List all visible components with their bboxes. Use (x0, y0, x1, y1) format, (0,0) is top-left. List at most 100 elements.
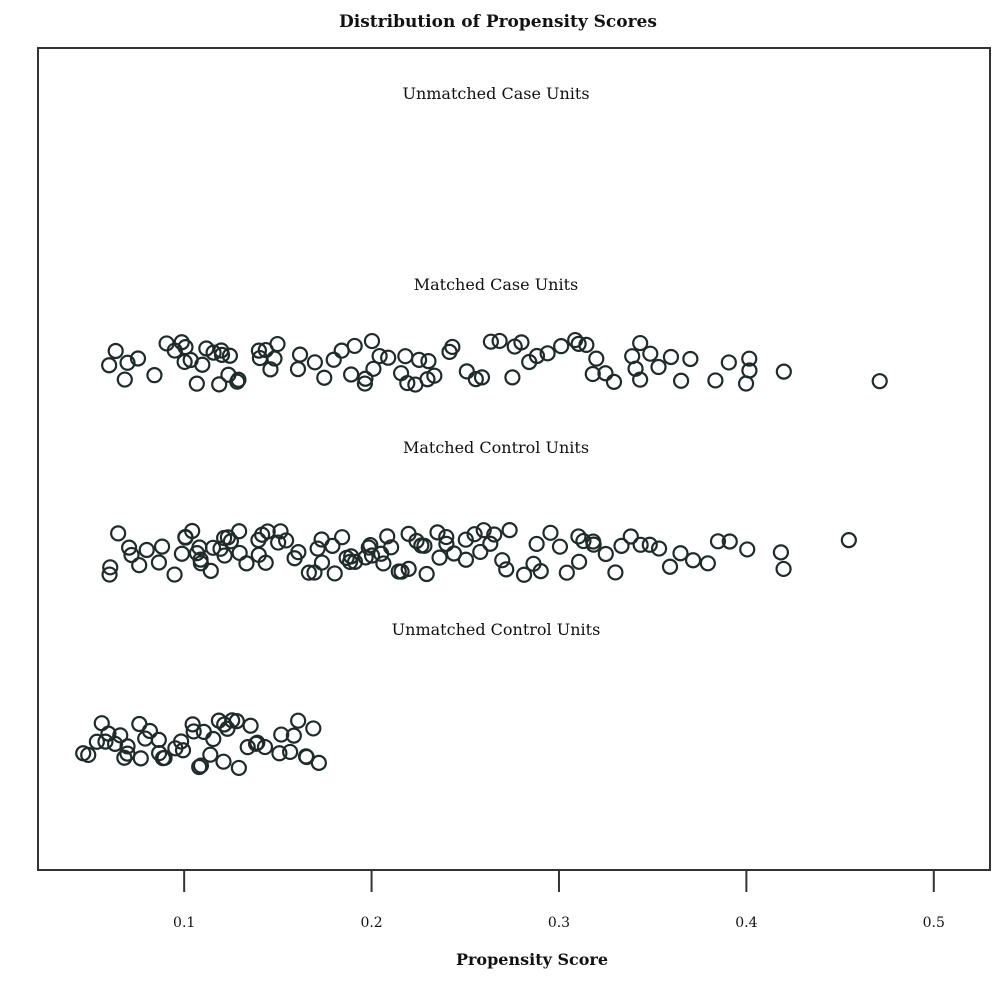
data-point (247, 735, 265, 752)
data-point (597, 365, 614, 382)
data-point (97, 733, 114, 750)
data-point (188, 375, 205, 392)
data-point (383, 539, 400, 556)
data-point (375, 555, 392, 572)
data-point (607, 564, 624, 581)
data-point (146, 367, 163, 384)
data-point (632, 536, 649, 553)
data-point (256, 738, 274, 756)
data-point (230, 759, 247, 777)
data-point (101, 566, 118, 583)
data-point (112, 727, 129, 744)
data-point (553, 338, 570, 355)
data-point (192, 757, 210, 774)
data-point (570, 528, 587, 545)
data-point (532, 563, 549, 580)
data-point (558, 564, 575, 581)
data-point (457, 531, 474, 548)
data-point (840, 532, 857, 549)
data-point (418, 565, 435, 583)
data-point (379, 528, 396, 545)
data-point (871, 373, 888, 390)
x-tick-label: 0.1 (173, 915, 195, 931)
data-point (239, 739, 256, 756)
data-point (429, 524, 446, 541)
data-point (466, 526, 483, 543)
data-point (282, 743, 299, 761)
data-point (110, 525, 127, 542)
data-point (575, 532, 592, 550)
data-point (393, 563, 410, 580)
data-point (213, 346, 231, 363)
data-point (641, 536, 658, 553)
data-point (202, 562, 219, 579)
data-point (661, 558, 679, 575)
x-axis-title: Propensity Score (456, 950, 608, 969)
data-point (102, 559, 119, 576)
data-point (150, 731, 167, 748)
data-point (482, 333, 500, 350)
data-point (416, 537, 433, 554)
group-label-unmatched-case: Unmatched Case Units (402, 84, 589, 103)
data-point (341, 553, 359, 571)
data-point (585, 533, 602, 550)
data-point (491, 332, 508, 350)
data-point (363, 332, 381, 350)
data-point (473, 369, 491, 386)
data-point (305, 720, 322, 737)
group-label-matched-control: Matched Control Units (403, 438, 589, 457)
data-point (326, 565, 343, 582)
data-point (262, 361, 279, 378)
data-point (682, 350, 699, 368)
data-point (721, 533, 738, 550)
data-point (205, 344, 222, 361)
data-point (528, 347, 546, 365)
data-point (306, 354, 323, 371)
data-point (173, 545, 191, 562)
data-point (672, 372, 690, 389)
data-point (250, 531, 267, 549)
data-point (231, 523, 248, 540)
x-axis: 0.1 0.2 0.3 0.4 0.5 (173, 870, 945, 931)
data-point (551, 538, 569, 555)
data-point (119, 354, 136, 371)
data-point (273, 726, 290, 743)
data-point (570, 553, 588, 570)
data-point (334, 529, 351, 546)
data-point (650, 358, 667, 376)
data-point (101, 357, 118, 374)
data-point (775, 560, 792, 578)
data-point (173, 334, 190, 351)
data-point (597, 545, 614, 563)
data-point (230, 371, 247, 388)
data-point (88, 733, 105, 750)
data-point (174, 742, 192, 759)
data-point (324, 537, 341, 554)
data-point (371, 347, 388, 365)
data-point (472, 543, 489, 561)
data-point (195, 723, 212, 741)
data-point (737, 375, 755, 392)
data-point (216, 547, 233, 564)
data-point (410, 351, 428, 368)
data-point (116, 371, 133, 388)
data-point (277, 532, 295, 549)
plot-frame (37, 47, 991, 871)
data-point (153, 538, 171, 555)
data-point (221, 347, 239, 364)
data-point (138, 541, 155, 559)
data-point (310, 754, 327, 771)
data-point (457, 551, 475, 568)
data-point (257, 554, 274, 571)
data-point (316, 369, 333, 386)
data-point (107, 342, 124, 360)
data-point (570, 335, 587, 352)
data-point (494, 552, 511, 569)
data-point (270, 534, 287, 551)
data-point (380, 349, 397, 366)
data-point (397, 348, 414, 365)
data-point (250, 342, 268, 359)
data-point (475, 522, 492, 539)
data-point (132, 750, 149, 767)
data-point (662, 348, 680, 366)
